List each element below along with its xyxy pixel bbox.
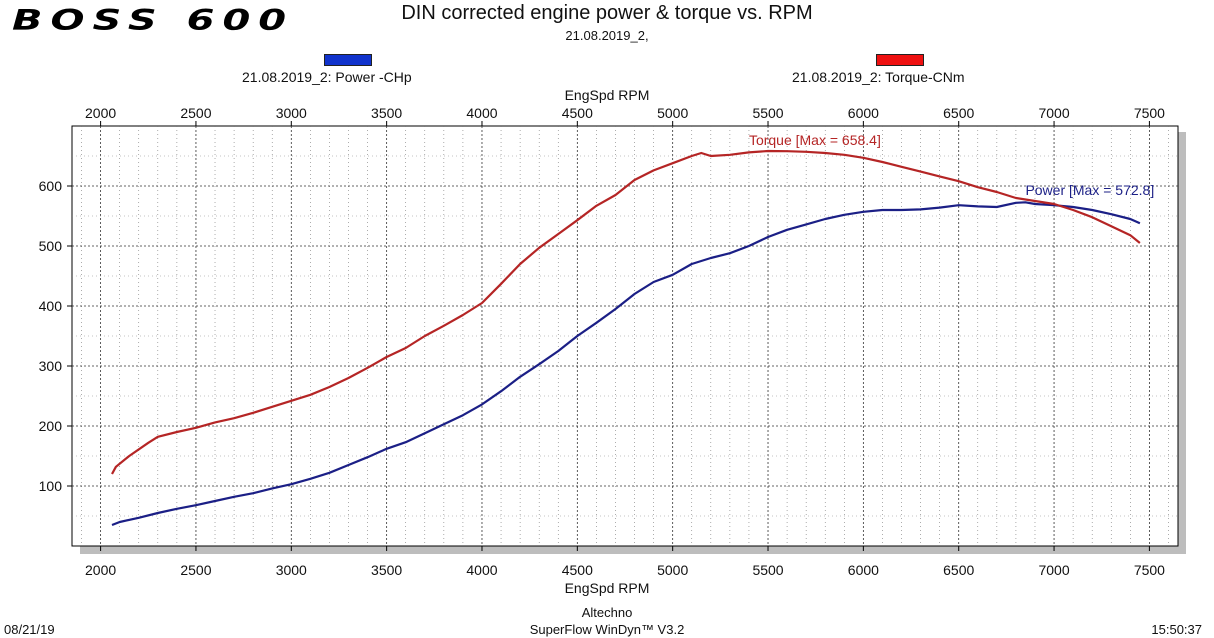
x-tick-label-bottom: 3500 xyxy=(371,562,402,578)
x-tick-label-bottom: 2500 xyxy=(180,562,211,578)
x-tick-label-bottom: 7000 xyxy=(1038,562,1069,578)
x-tick-label-bottom: 3000 xyxy=(276,562,307,578)
x-axis-title-top: EngSpd RPM xyxy=(564,87,650,103)
series-line-power xyxy=(111,201,1141,527)
series-annotations: Torque [Max = 658.4] Power [Max = 572.8] xyxy=(749,132,1154,198)
footer-date: 08/21/19 xyxy=(4,622,55,637)
chart-title: DIN corrected engine power & torque vs. … xyxy=(401,2,813,24)
x-tick-label-bottom: 2000 xyxy=(85,562,116,578)
legend-swatch-torque xyxy=(876,54,924,66)
y-tick-label: 600 xyxy=(39,178,63,194)
series-line-torque xyxy=(111,149,1141,475)
x-tick-label-top: 7000 xyxy=(1038,105,1069,121)
y-tick-label: 200 xyxy=(39,418,63,434)
annotation-power-max: Power [Max = 572.8] xyxy=(1025,182,1154,198)
x-tick-label-bottom: 4500 xyxy=(562,562,593,578)
x-tick-label-top: 2500 xyxy=(180,105,211,121)
y-tick-label: 100 xyxy=(39,478,63,494)
x-tick-label-bottom: 4000 xyxy=(466,562,497,578)
x-tick-label-top: 4000 xyxy=(466,105,497,121)
legend-label-torque: 21.08.2019_2: Torque-CNm xyxy=(792,69,965,85)
x-tick-label-top: 3000 xyxy=(276,105,307,121)
annotation-torque-max: Torque [Max = 658.4] xyxy=(749,132,881,148)
x-tick-label-top: 6500 xyxy=(943,105,974,121)
x-tick-label-bottom: 5500 xyxy=(752,562,783,578)
x-tick-label-top: 3500 xyxy=(371,105,402,121)
x-tick-label-bottom: 7500 xyxy=(1134,562,1165,578)
footer-company: Altechno xyxy=(581,605,633,620)
y-tick-label: 500 xyxy=(39,238,63,254)
boss-600-logo: BOSS 600 xyxy=(12,4,295,38)
x-tick-label-top: 4500 xyxy=(562,105,593,121)
x-tick-label-bottom: 6000 xyxy=(848,562,879,578)
y-tick-label: 400 xyxy=(39,298,63,314)
x-tick-label-top: 6000 xyxy=(848,105,879,121)
x-tick-label-top: 5000 xyxy=(657,105,688,121)
legend-label-power: 21.08.2019_2: Power -CHp xyxy=(242,69,412,85)
legend-swatch-power xyxy=(324,54,372,66)
footer-time: 15:50:37 xyxy=(1151,622,1202,637)
x-tick-label-top: 7500 xyxy=(1134,105,1165,121)
chart-subtitle: 21.08.2019_2, xyxy=(565,28,649,43)
x-tick-label-top: 2000 xyxy=(85,105,116,121)
footer-software: SuperFlow WinDyn™ V3.2 xyxy=(529,622,685,637)
axis-ticks: 2000 2000 2500 2500 3000 3000 3500 3500 4000 4000… xyxy=(39,105,1166,578)
grid-lines xyxy=(72,126,1178,546)
series-lines xyxy=(111,149,1141,527)
x-tick-label-bottom: 6500 xyxy=(943,562,974,578)
y-tick-label: 300 xyxy=(39,358,63,374)
x-axis-title-bottom: EngSpd RPM xyxy=(564,580,650,596)
x-tick-label-bottom: 5000 xyxy=(657,562,688,578)
x-tick-label-top: 5500 xyxy=(752,105,783,121)
